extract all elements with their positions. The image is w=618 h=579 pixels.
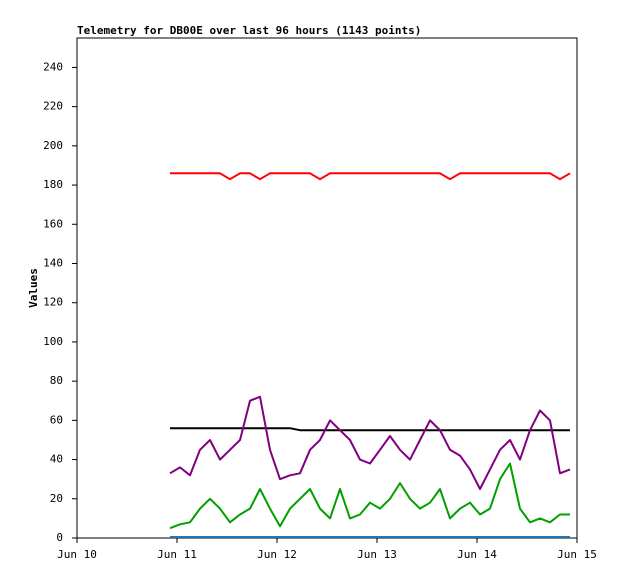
y-tick-label: 60 [50,413,63,426]
x-tick-label: Jun 11 [157,548,197,561]
y-tick-label: 140 [43,256,63,269]
y-tick-label: 100 [43,335,63,348]
y-tick-label: 0 [56,531,63,544]
y-tick-label: 40 [50,453,63,466]
y-tick-label: 180 [43,178,63,191]
series-line [169,395,571,490]
x-tick-label: Jun 12 [257,548,297,561]
y-tick-label: 160 [43,217,63,230]
y-tick-label: 80 [50,374,63,387]
series-line [169,462,570,530]
x-tick-label: Jun 10 [57,548,97,561]
x-tick-label: Jun 14 [457,548,497,561]
y-tick-label: 120 [43,296,63,309]
chart-title: Telemetry for DB00E over last 96 hours (… [77,24,421,37]
x-tick-label: Jun 15 [557,548,597,561]
series-line [170,172,571,181]
y-axis-label: Values [27,268,40,308]
y-tick-label: 220 [43,100,63,113]
y-tick-label: 20 [50,492,63,505]
series-line [170,427,570,432]
x-tick-label: Jun 13 [357,548,397,561]
y-tick-label: 200 [43,139,63,152]
y-tick-label: 240 [43,60,63,73]
